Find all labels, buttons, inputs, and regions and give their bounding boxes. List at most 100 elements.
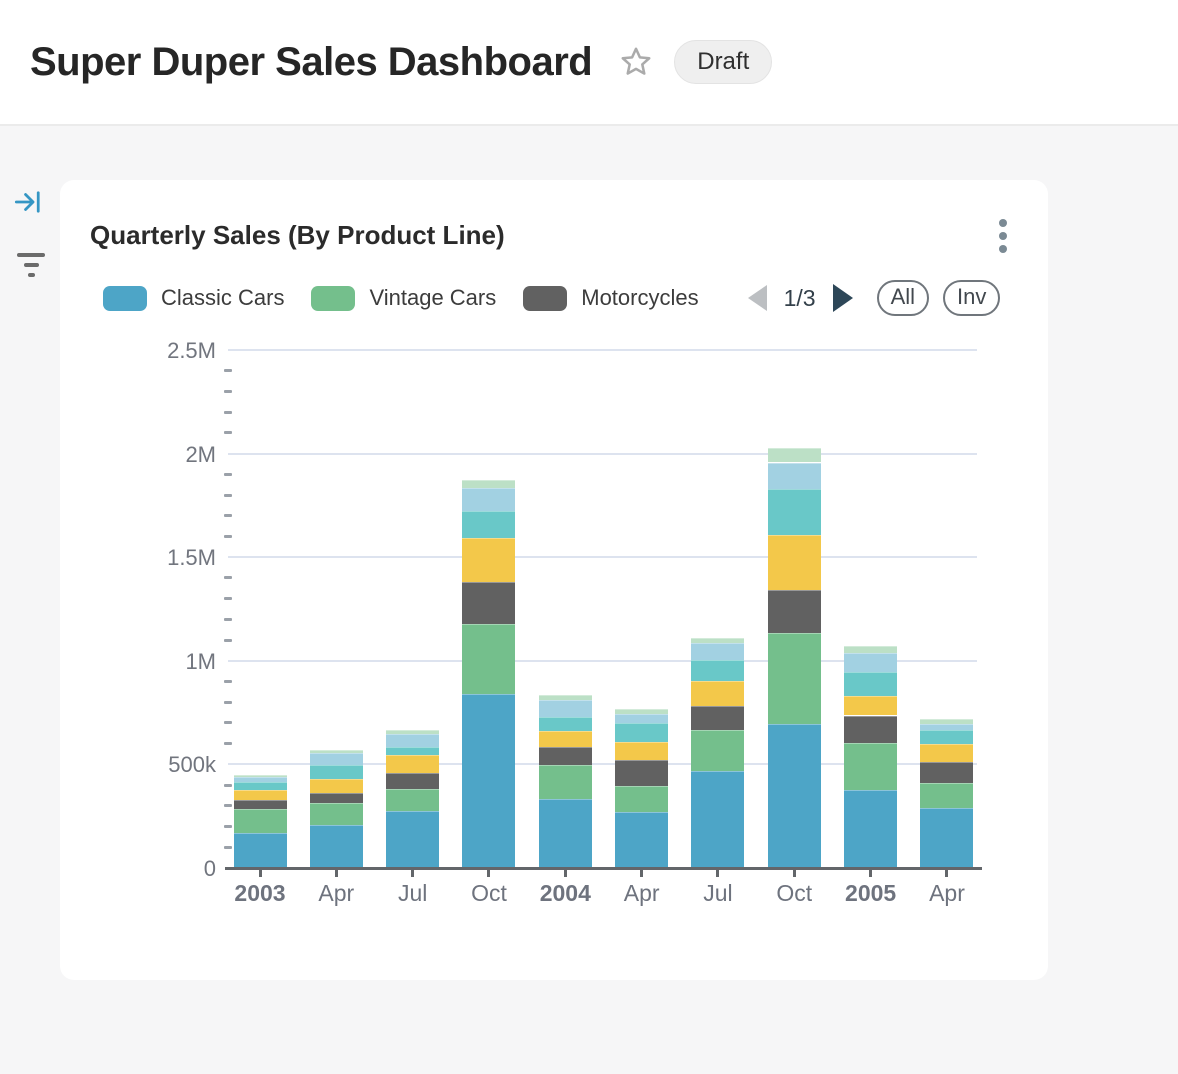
legend-prev-icon[interactable] — [747, 285, 767, 311]
bar-segment[interactable] — [309, 765, 363, 780]
favorite-star-icon[interactable] — [618, 44, 654, 80]
legend-next-icon[interactable] — [832, 284, 853, 312]
bar-segment[interactable] — [691, 638, 745, 644]
bar-segment[interactable] — [920, 719, 974, 724]
x-axis-label: Jul — [397, 880, 428, 906]
bar-segment[interactable] — [920, 807, 974, 868]
legend-label: Vintage Cars — [369, 285, 497, 310]
bar-segment[interactable] — [615, 812, 669, 868]
bar-segment[interactable] — [309, 750, 363, 754]
y-minor-tick — [224, 493, 232, 497]
bar-segment[interactable] — [844, 743, 898, 791]
bar-segment[interactable] — [309, 802, 363, 825]
y-minor-tick — [224, 472, 232, 476]
bar-segment[interactable] — [691, 643, 745, 660]
bar-segment[interactable] — [233, 789, 287, 800]
bar-segment[interactable] — [767, 535, 821, 590]
side-toolbar — [14, 188, 48, 305]
legend-item-motorcycles[interactable]: Motorcycles — [523, 285, 699, 311]
bar-segment[interactable] — [767, 448, 821, 463]
bar-segment[interactable] — [920, 762, 974, 784]
bar-segment[interactable] — [615, 742, 669, 760]
bar-segment[interactable] — [920, 730, 974, 744]
legend-item-vintage-cars[interactable]: Vintage Cars — [311, 285, 496, 311]
bar-segment[interactable] — [538, 716, 592, 731]
x-axis-label: Apr — [623, 880, 660, 906]
bar-segment[interactable] — [615, 785, 669, 813]
legend-item-classic-cars[interactable]: Classic Cars — [103, 285, 284, 311]
bar-segment[interactable] — [767, 462, 821, 490]
y-minor-tick — [224, 431, 232, 435]
bar-segment[interactable] — [691, 680, 745, 706]
y-axis-label: 1M — [185, 648, 216, 674]
bar-segment[interactable] — [309, 779, 363, 794]
bar-segment[interactable] — [386, 729, 440, 734]
bar-segment[interactable] — [462, 694, 516, 868]
x-axis-label: 2005 — [845, 880, 897, 906]
bar-segment[interactable] — [538, 764, 592, 799]
bar-segment[interactable] — [767, 723, 821, 868]
bar-segment[interactable] — [767, 589, 821, 633]
bar-segment[interactable] — [233, 808, 287, 833]
bar-segment[interactable] — [691, 659, 745, 681]
y-gridline — [228, 556, 977, 559]
bar-segment[interactable] — [538, 798, 592, 868]
bar-segment[interactable] — [233, 774, 287, 777]
bar-segment[interactable] — [309, 753, 363, 766]
page-header: Super Duper Sales Dashboard Draft — [0, 0, 1178, 126]
bar-segment[interactable] — [920, 783, 974, 808]
bar-segment[interactable] — [844, 790, 898, 868]
bar-segment[interactable] — [615, 708, 669, 714]
kebab-menu-icon[interactable] — [991, 214, 1015, 258]
bar-segment[interactable] — [538, 694, 592, 700]
y-gridline — [228, 349, 977, 351]
chart-title: Quarterly Sales (By Product Line) — [90, 220, 505, 250]
legend-invert-button[interactable]: Inv — [943, 280, 1001, 316]
bar-segment[interactable] — [691, 771, 745, 868]
bar-segment[interactable] — [309, 824, 363, 868]
bar-segment[interactable] — [767, 632, 821, 724]
bar-segment[interactable] — [844, 646, 898, 653]
bar-segment[interactable] — [386, 788, 440, 811]
bar-segment[interactable] — [844, 696, 898, 716]
bar-segment[interactable] — [386, 754, 440, 773]
bar-segment[interactable] — [386, 733, 440, 747]
bar-segment[interactable] — [462, 582, 516, 624]
bar-segment[interactable] — [844, 671, 898, 697]
bar-segment[interactable] — [538, 746, 592, 765]
bar-segment[interactable] — [233, 832, 287, 868]
bar-segment[interactable] — [309, 793, 363, 803]
bar-segment[interactable] — [462, 537, 516, 583]
bar-segment[interactable] — [233, 781, 287, 790]
legend-select-all-button[interactable]: All — [876, 280, 930, 316]
filter-icon[interactable] — [14, 249, 48, 277]
bar-segment[interactable] — [615, 759, 669, 786]
x-tick — [411, 869, 415, 877]
bar-segment[interactable] — [462, 479, 516, 488]
bar-segment[interactable] — [920, 723, 974, 731]
legend-swatch — [103, 285, 147, 311]
bar-segment[interactable] — [615, 722, 669, 743]
x-tick — [334, 869, 338, 877]
bar-segment[interactable] — [538, 730, 592, 747]
x-tick — [258, 869, 262, 877]
x-tick — [945, 869, 949, 877]
y-minor-tick — [224, 597, 232, 601]
bar-segment[interactable] — [538, 699, 592, 717]
bar-segment[interactable] — [844, 715, 898, 744]
bar-segment[interactable] — [386, 746, 440, 755]
bar-segment[interactable] — [462, 511, 516, 538]
bar-segment[interactable] — [462, 623, 516, 695]
bar-segment[interactable] — [920, 743, 974, 763]
collapse-panel-icon[interactable] — [14, 188, 48, 221]
bar-segment[interactable] — [691, 729, 745, 772]
bar-segment[interactable] — [691, 705, 745, 730]
bar-segment[interactable] — [462, 487, 516, 512]
bar-segment[interactable] — [767, 489, 821, 536]
bar-segment[interactable] — [233, 799, 287, 809]
bar-segment[interactable] — [844, 652, 898, 672]
bar-segment[interactable] — [386, 772, 440, 789]
bar-segment[interactable] — [386, 811, 440, 868]
bar-segment[interactable] — [233, 776, 287, 782]
bar-segment[interactable] — [615, 713, 669, 723]
